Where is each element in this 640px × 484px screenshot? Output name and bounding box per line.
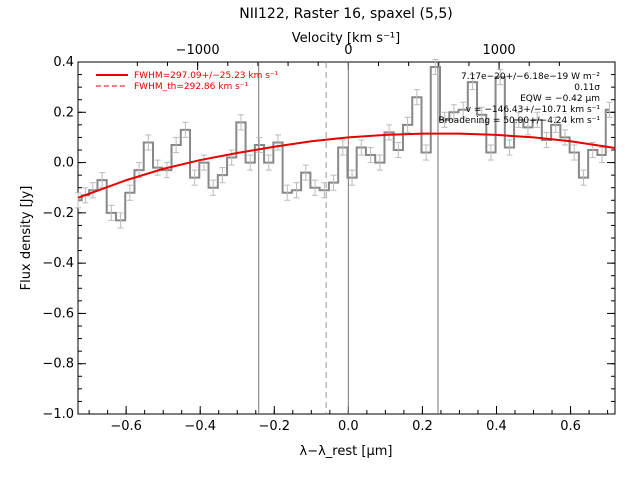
y-tick-label: 0.2 — [53, 105, 74, 120]
top-tick-label: −1000 — [176, 43, 220, 58]
annotation-text: v = −146.43+/−10.71 km s⁻¹ — [466, 105, 601, 115]
x-tick-label: −0.2 — [258, 419, 290, 434]
y-tick-label: −0.8 — [42, 357, 74, 372]
annotation-text: 0.11σ — [574, 83, 600, 93]
x-tick-label: 0.4 — [486, 419, 507, 434]
x-axis-label: λ−λ_rest [μm] — [300, 444, 393, 459]
y-tick-label: −0.4 — [42, 256, 74, 271]
y-tick-label: −0.6 — [42, 306, 74, 321]
chart-title: NII122, Raster 16, spaxel (5,5) — [239, 6, 452, 22]
y-tick-label: −1.0 — [42, 407, 74, 422]
legend-label: FWHM_th=292.86 km s⁻¹ — [134, 82, 249, 92]
y-tick-label: 0.0 — [53, 156, 74, 171]
y-axis-label: Flux density [Jy] — [19, 186, 34, 291]
top-axis-label: Velocity [km s⁻¹] — [292, 31, 400, 46]
x-tick-label: −0.4 — [184, 419, 216, 434]
x-tick-label: 0.6 — [560, 419, 581, 434]
y-tick-label: 0.4 — [53, 55, 74, 70]
x-tick-label: −0.6 — [110, 419, 142, 434]
x-tick-label: 0.2 — [412, 419, 433, 434]
top-tick-label: 0 — [344, 43, 352, 58]
x-tick-label: 0.0 — [338, 419, 359, 434]
annotation-text: Broadening = 50.00+/−4.24 km s⁻¹ — [439, 116, 601, 126]
top-tick-label: 1000 — [483, 43, 516, 58]
fit-curve — [77, 132, 616, 199]
legend-label: FWHM=297.09+/−25.23 km s⁻¹ — [134, 71, 279, 81]
annotation-text: EQW = −0.42 μm — [520, 94, 600, 104]
annotation-text: 7.17e−20+/−6.18e−19 W m⁻² — [461, 72, 600, 82]
plot-layer: −1.0 −0.8 −0.6 −0.4 −0.2 0.0 0.2 0.4 −0.6 −0.4 −0.… — [42, 43, 616, 434]
y-tick-label: −0.2 — [42, 206, 74, 221]
